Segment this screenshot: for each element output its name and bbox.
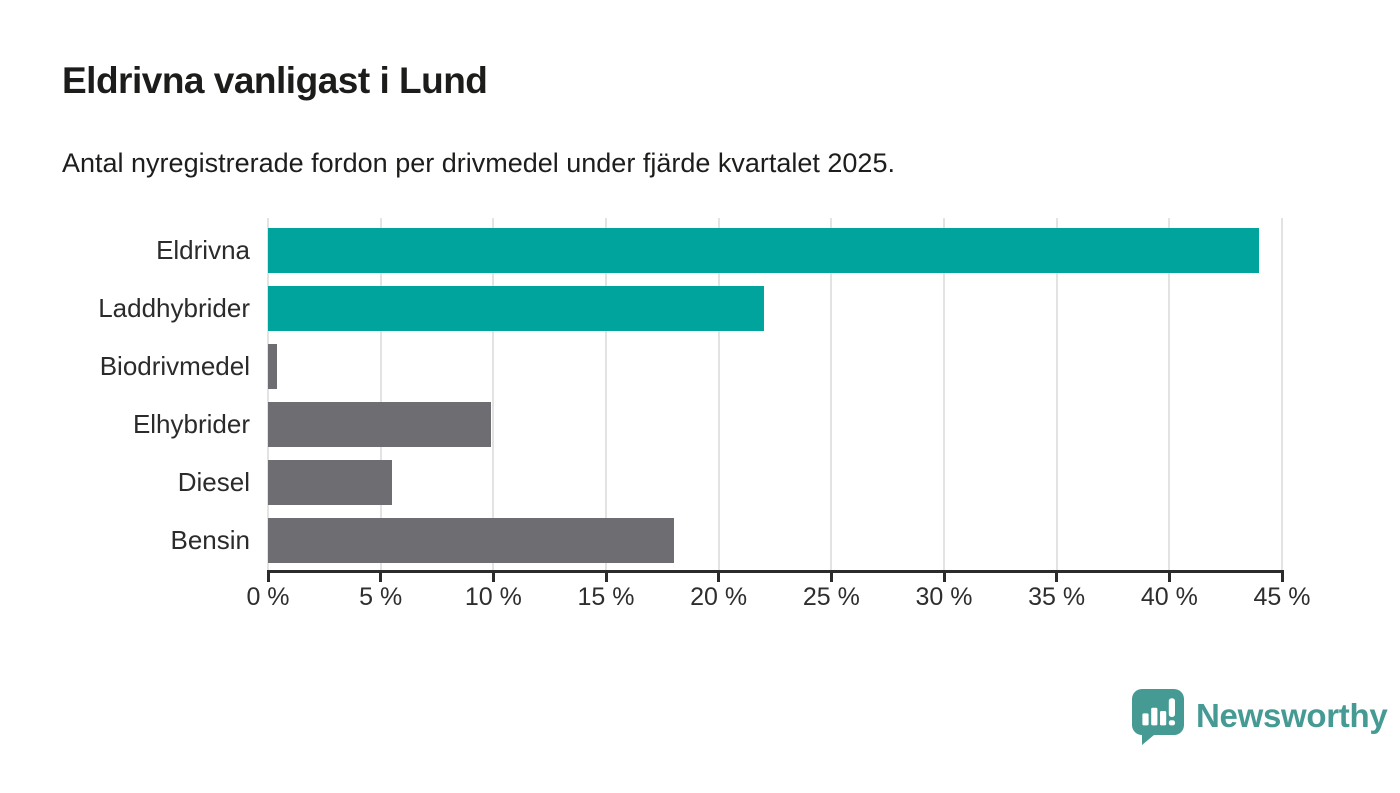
x-tick-35 (1055, 570, 1059, 582)
gridline-25 (830, 218, 833, 570)
gridline-30 (942, 218, 945, 570)
x-tick-label-25: 25 % (802, 583, 860, 611)
gridline-40 (1168, 218, 1171, 570)
logo-bar-short (1142, 713, 1149, 726)
bar-diesel (268, 460, 392, 505)
newsworthy-logo-text: Newsworthy (1196, 697, 1388, 734)
x-tick-label-40: 40 % (1140, 583, 1198, 611)
category-label-diesel: Diesel (177, 467, 250, 497)
logo-exclamation-dot (1168, 720, 1175, 726)
x-tick-5 (379, 570, 383, 582)
x-tick-label-15: 15 % (577, 583, 635, 611)
x-tick-label-35: 35 % (1028, 583, 1086, 611)
bar-eldrivna (268, 228, 1260, 273)
x-tick-label-30: 30 % (915, 583, 973, 611)
x-tick-40 (1167, 570, 1171, 582)
category-label-bensin: Bensin (170, 525, 251, 555)
x-tick-10 (491, 570, 495, 582)
x-tick-45 (1280, 570, 1284, 582)
x-axis-line (268, 570, 1282, 573)
logo-bar-medium (1151, 707, 1158, 726)
logo-bar-tall (1160, 711, 1167, 726)
newsworthy-branding: Newsworthy (1130, 687, 1388, 745)
x-tick-30 (942, 570, 946, 582)
bar-elhybrider (268, 402, 492, 447)
gridline-20 (717, 218, 720, 570)
gridline-0 (267, 218, 269, 570)
gridline-5 (379, 218, 382, 570)
category-axis-labels: Eldrivna Laddhybrider Biodrivmedel Elhybrid… (0, 218, 250, 570)
gridline-45 (1281, 218, 1283, 570)
chart-subtitle: Antal nyregistrerade fordon per drivmede… (62, 148, 895, 178)
x-tick-0 (266, 570, 270, 582)
chart-title: Eldrivna vanligast i Lund (62, 60, 488, 101)
x-tick-15 (604, 570, 608, 582)
category-label-laddhybrider: Laddhybrider (98, 293, 250, 323)
gridline-10 (492, 218, 495, 570)
category-label-elhybrider: Elhybrider (132, 409, 250, 439)
newsworthy-speech-bubble-chart-icon (1132, 689, 1184, 745)
category-label-eldrivna: Eldrivna (156, 235, 250, 265)
x-tick-25 (829, 570, 833, 582)
bar-biodrivmedel (268, 344, 277, 389)
category-label-biodrivmedel: Biodrivmedel (99, 351, 250, 381)
bar-bensin (268, 518, 674, 563)
x-tick-label-20: 20 % (690, 583, 748, 611)
x-tick-label-0: 0 % (246, 583, 290, 611)
plot-area (267, 218, 1283, 570)
x-tick-label-5: 5 % (359, 583, 403, 611)
logo-exclamation-stem (1168, 698, 1175, 717)
x-tick-label-45: 45 % (1253, 583, 1311, 611)
x-tick-20 (717, 570, 721, 582)
bar-laddhybrider (268, 286, 764, 331)
x-tick-label-10: 10 % (464, 583, 522, 611)
gridline-15 (604, 218, 607, 570)
gridline-35 (1055, 218, 1058, 570)
